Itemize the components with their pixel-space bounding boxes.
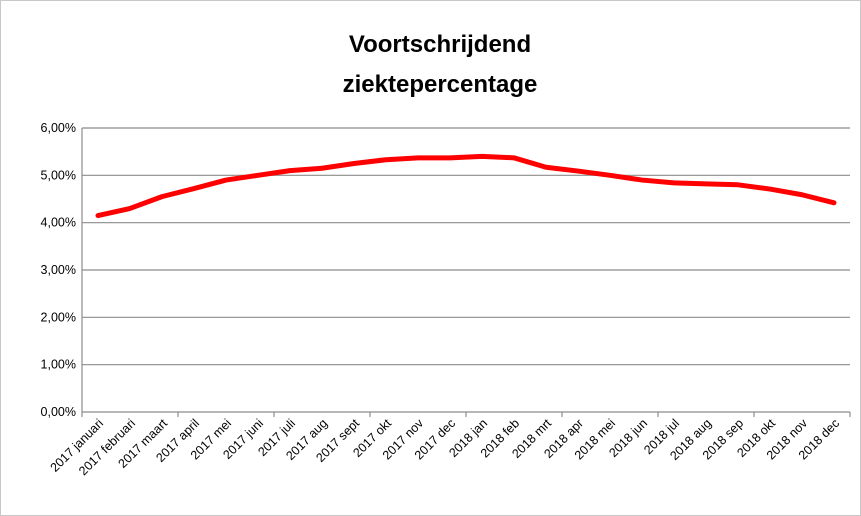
- y-tick-label: 5,00%: [41, 168, 76, 182]
- y-tick-label: 6,00%: [41, 121, 76, 135]
- chart-title: ziektepercentage: [343, 71, 538, 98]
- y-tick-label: 2,00%: [41, 310, 76, 324]
- y-tick-label: 0,00%: [41, 405, 76, 419]
- y-tick-label: 3,00%: [41, 263, 76, 277]
- y-tick-label: 4,00%: [41, 216, 76, 230]
- y-tick-label: 1,00%: [41, 358, 76, 372]
- line-series: [95, 153, 837, 219]
- chart-title: Voortschrijdend: [349, 31, 531, 58]
